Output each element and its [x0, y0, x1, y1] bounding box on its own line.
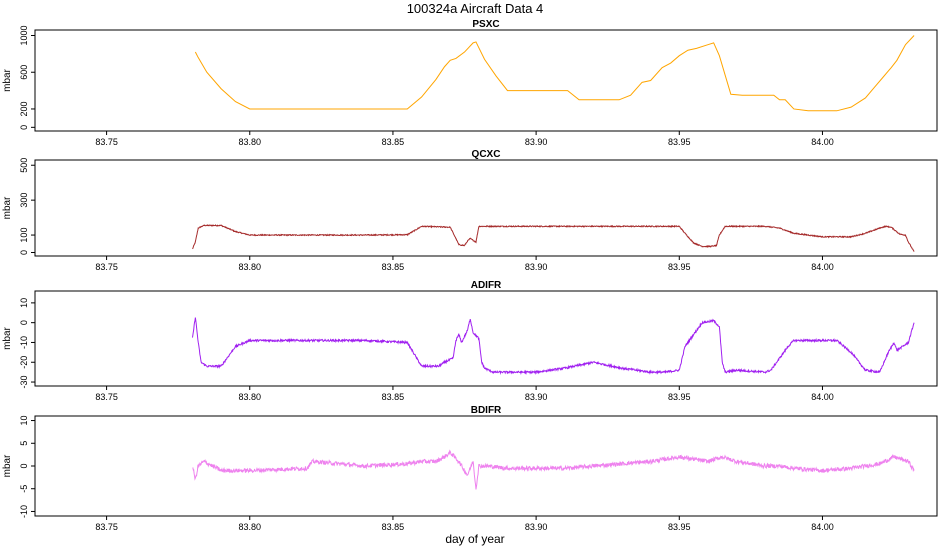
- y-tick-label: 10: [19, 416, 29, 426]
- x-tick-label: 83.85: [382, 137, 405, 147]
- x-tick-label: 83.90: [525, 392, 548, 402]
- chart-panels: PSXC mbar 83.75 83.80 83.85 83.90 83.95 84.00 0 2…: [2, 19, 938, 532]
- x-tick-label: 84.00: [811, 522, 834, 532]
- x-axis-label: day of year: [445, 532, 504, 546]
- x-tick-label: 83.95: [668, 522, 691, 532]
- panel-adifr: ADIFR mbar 83.75 83.80 83.85 83.90 83.95 84.00 -…: [2, 280, 938, 402]
- x-tick-label: 83.80: [238, 392, 261, 402]
- panel-title: QCXC: [472, 149, 501, 160]
- x-tick-label: 83.75: [95, 392, 118, 402]
- x-tick-label: 84.00: [811, 392, 834, 402]
- x-tick-label: 83.90: [525, 262, 548, 272]
- x-tick-label: 83.80: [238, 137, 261, 147]
- x-tick-label: 84.00: [811, 262, 834, 272]
- y-tick-label: 0: [19, 125, 29, 130]
- panel-title: PSXC: [472, 19, 499, 30]
- y-tick-label: -20: [19, 356, 29, 369]
- panel-title: ADIFR: [471, 280, 502, 291]
- panel-title: BDIFR: [471, 405, 502, 416]
- series-line: [192, 449, 915, 490]
- panel-qcxc: QCXC mbar 83.75 83.80 83.85 83.90 83.95 84.00 0 1…: [2, 149, 938, 272]
- y-tick-label: 0: [19, 250, 29, 255]
- x-tick-label: 83.85: [382, 522, 405, 532]
- plot-frame: [34, 290, 938, 387]
- x-tick-label: 83.95: [668, 262, 691, 272]
- y-axis-label: mbar: [2, 454, 13, 477]
- panel-bdifr: BDIFR mbar 83.75 83.80 83.85 83.90 83.95 84.00 -…: [2, 405, 938, 532]
- x-tick-label: 83.75: [95, 522, 118, 532]
- x-tick-label: 83.90: [525, 522, 548, 532]
- plot-frame: [34, 29, 938, 132]
- y-axis-label: mbar: [2, 68, 13, 91]
- x-tick-label: 83.80: [238, 262, 261, 272]
- x-tick-label: 83.75: [95, 262, 118, 272]
- y-tick-label: 100: [19, 228, 29, 243]
- y-tick-label: 10: [19, 298, 29, 308]
- x-tick-label: 83.85: [382, 262, 405, 272]
- plot-frame: [34, 159, 938, 257]
- y-tick-label: -5: [19, 485, 29, 493]
- y-tick-label: -10: [19, 505, 29, 518]
- y-tick-label: 5: [19, 441, 29, 446]
- y-tick-label: 500: [19, 158, 29, 173]
- y-tick-label: 300: [19, 193, 29, 208]
- y-tick-label: 200: [19, 101, 29, 116]
- y-axis-label: mbar: [2, 196, 13, 219]
- y-tick-label: 1000: [19, 25, 29, 45]
- x-tick-label: 83.95: [668, 392, 691, 402]
- panel-psxc: PSXC mbar 83.75 83.80 83.85 83.90 83.95 84.00 0 2…: [2, 19, 938, 147]
- y-tick-label: -10: [19, 336, 29, 349]
- x-tick-label: 83.85: [382, 392, 405, 402]
- series-line: [194, 35, 915, 112]
- y-tick-label: 0: [19, 320, 29, 325]
- y-tick-label: 600: [19, 65, 29, 80]
- y-tick-label: -30: [19, 376, 29, 389]
- y-tick-label: 0: [19, 463, 29, 468]
- figure-title: 100324a Aircraft Data 4: [407, 1, 544, 16]
- series-line: [191, 317, 915, 376]
- x-tick-label: 83.90: [525, 137, 548, 147]
- x-tick-label: 83.80: [238, 522, 261, 532]
- x-tick-label: 83.75: [95, 137, 118, 147]
- x-tick-label: 83.95: [668, 137, 691, 147]
- x-tick-label: 84.00: [811, 137, 834, 147]
- y-axis-label: mbar: [2, 326, 13, 349]
- series-line: [192, 224, 915, 252]
